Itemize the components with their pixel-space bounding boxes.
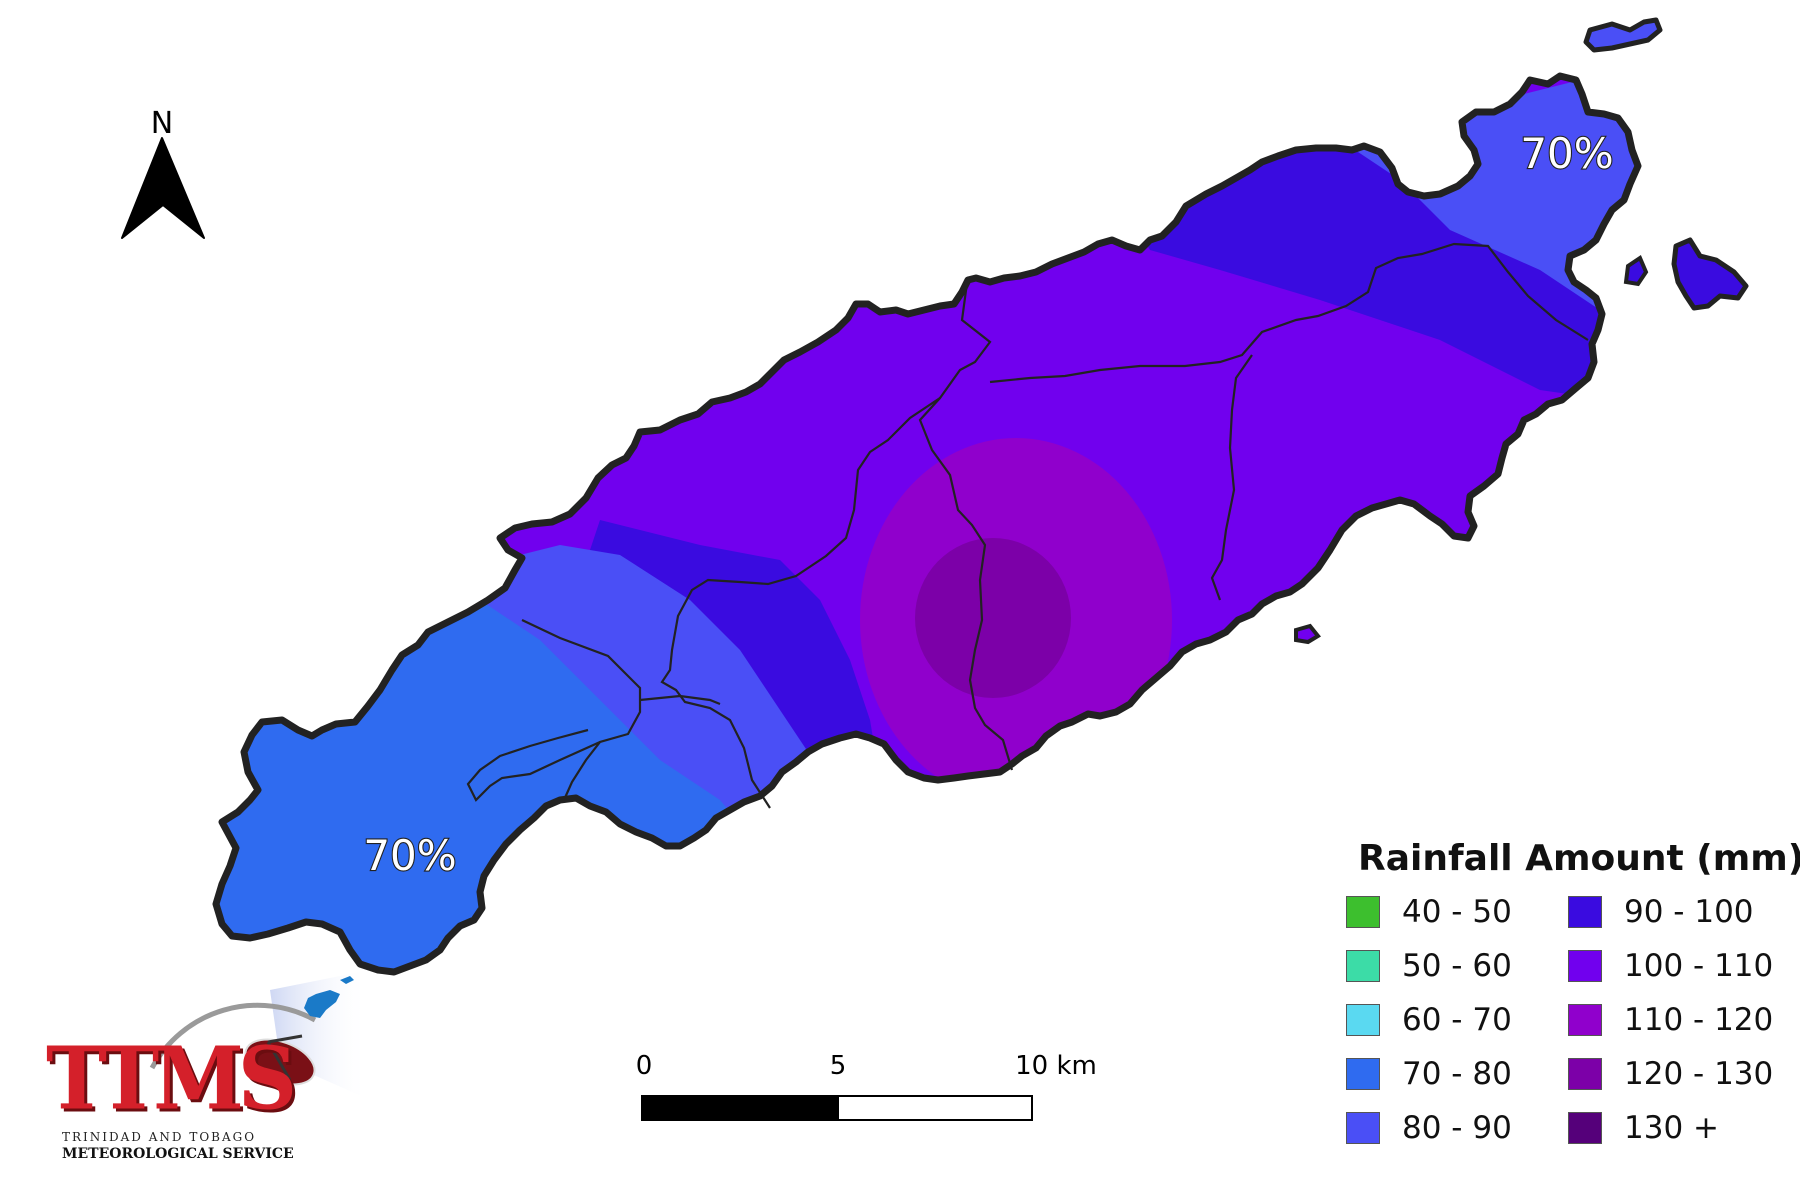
legend-label: 50 - 60 — [1402, 947, 1512, 984]
legend: Rainfall Amount (mm) 40 - 50 90 - 100 50 -… — [1330, 838, 1800, 1146]
scale-bar: 0 5 10 km — [636, 1051, 1097, 1121]
legend-item: 110 - 120 — [1552, 1001, 1774, 1038]
zone-90-100-ne — [1120, 140, 1610, 400]
legend-grid: 40 - 50 90 - 100 50 - 60 100 - 110 60 - 70 11… — [1330, 893, 1790, 1146]
percent-label-southwest: 70% — [363, 831, 456, 880]
legend-item: 50 - 60 — [1330, 947, 1552, 984]
legend-item: 120 - 130 — [1552, 1055, 1774, 1092]
logo-wordmark: TTMS — [46, 1028, 297, 1130]
zone-120-130 — [915, 538, 1071, 698]
legend-item: 80 - 90 — [1330, 1109, 1552, 1146]
legend-swatch — [1568, 1111, 1602, 1144]
legend-swatch — [1346, 1057, 1380, 1090]
north-arrow-label: N — [151, 106, 173, 141]
boundary-southwest-c — [466, 728, 601, 802]
parish-boundaries — [466, 242, 1589, 809]
scale-bar-white-segment — [837, 1095, 1033, 1121]
legend-label: 120 - 130 — [1624, 1055, 1774, 1092]
logo-trinidad-icon — [304, 990, 340, 1018]
legend-item: 40 - 50 — [1330, 893, 1552, 930]
legend-item: 90 - 100 — [1552, 893, 1774, 930]
legend-title: Rainfall Amount (mm) — [1358, 838, 1800, 879]
islet-south — [1294, 623, 1321, 645]
logo-arc — [149, 1002, 317, 1070]
legend-label: 100 - 110 — [1624, 947, 1774, 984]
north-arrow-icon — [121, 137, 205, 239]
legend-swatch — [1568, 1003, 1602, 1036]
legend-swatch — [1568, 895, 1602, 928]
islet-east — [1671, 237, 1749, 311]
scale-bar-black-segment — [641, 1095, 839, 1121]
scale-tick-5: 5 — [830, 1051, 847, 1081]
legend-swatch — [1346, 949, 1380, 982]
ttms-logo: TTMS TRINIDAD AND TOBAGO METEOROLOGICAL … — [40, 950, 360, 1170]
islet-north — [1583, 17, 1663, 53]
dish-support — [266, 1034, 303, 1081]
legend-swatch — [1346, 895, 1380, 928]
legend-label: 80 - 90 — [1402, 1109, 1512, 1146]
legend-swatch — [1568, 1057, 1602, 1090]
boundary-west-central — [660, 397, 941, 809]
islet-east-small — [1623, 255, 1649, 287]
legend-item: 100 - 110 — [1552, 947, 1774, 984]
legend-item: 130 + — [1552, 1109, 1774, 1146]
legend-label: 60 - 70 — [1402, 1001, 1512, 1038]
boundary-southwest-a — [521, 619, 642, 801]
logo-tobago-icon — [340, 976, 354, 984]
boundary-southwest-b — [639, 694, 721, 706]
logo-graphic — [149, 972, 360, 1096]
legend-swatch — [1346, 1003, 1380, 1036]
legend-label: 70 - 80 — [1402, 1055, 1512, 1092]
scale-tick-0: 0 — [636, 1051, 653, 1081]
boundary-central — [918, 282, 1014, 771]
boundary-east — [1210, 354, 1253, 601]
legend-item: 60 - 70 — [1330, 1001, 1552, 1038]
legend-swatch — [1346, 1111, 1380, 1144]
legend-item: 70 - 80 — [1330, 1055, 1552, 1092]
legend-label: 110 - 120 — [1624, 1001, 1774, 1038]
legend-label: 40 - 50 — [1402, 893, 1512, 930]
zone-80-90-sw — [470, 545, 830, 860]
percent-label-northeast: 70% — [1520, 129, 1613, 178]
boundary-northeast — [989, 242, 1589, 384]
legend-swatch — [1568, 949, 1602, 982]
legend-label: 90 - 100 — [1624, 893, 1754, 930]
north-arrow: N — [121, 106, 205, 239]
offshore-islets — [1294, 17, 1749, 645]
legend-label: 130 + — [1624, 1109, 1719, 1146]
scale-tick-10: 10 km — [1015, 1051, 1097, 1081]
logo-line-2: METEOROLOGICAL SERVICE — [62, 1146, 294, 1162]
logo-line-1: TRINIDAD AND TOBAGO — [62, 1130, 257, 1144]
